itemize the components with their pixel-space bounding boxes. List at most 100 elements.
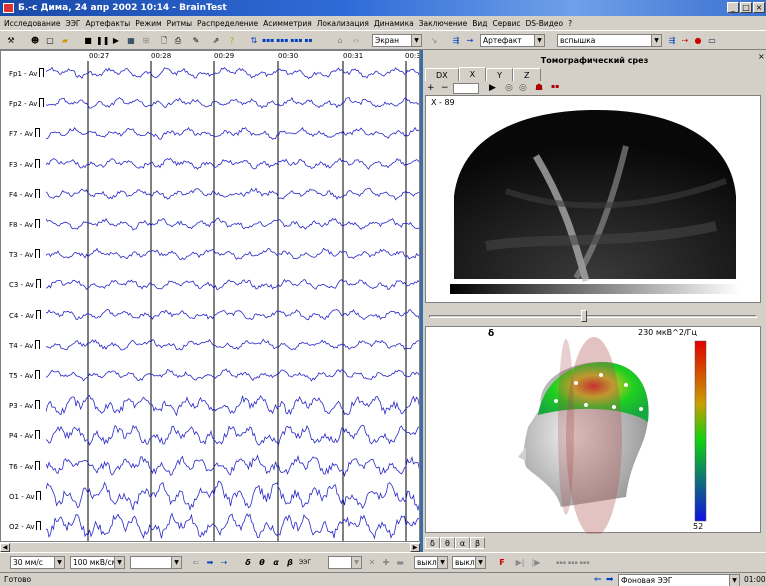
channel-label[interactable]: T4 - Av (9, 339, 41, 350)
zoom-in-icon[interactable]: + (427, 83, 435, 93)
slider-thumb[interactable] (581, 310, 587, 322)
stop-icon[interactable]: ■ (84, 36, 92, 45)
theta-button[interactable]: θ (259, 558, 265, 567)
panel-close-icon[interactable]: × (758, 52, 765, 61)
artifact-combo[interactable]: Артефакт ▼ (480, 34, 545, 47)
chevron-down-icon[interactable]: ▼ (171, 557, 181, 568)
sensitivity-combo[interactable]: 100 мкВ/см ▼ (70, 556, 125, 569)
record-icon[interactable]: ● (694, 36, 702, 45)
channel-label[interactable]: F7 - Av (9, 128, 40, 138)
menu-ds-video[interactable]: DS-Видео (525, 18, 564, 28)
next-record-icon[interactable]: ➡ (606, 575, 614, 585)
help-icon[interactable]: ? (229, 36, 235, 45)
tab-y[interactable]: Y (486, 68, 514, 81)
eeg-trace-panel[interactable]: Fp1 - Av Fp2 - Av F7 - Av F3 - Av F4 - Av F8 … (0, 50, 420, 542)
zoom-out-icon[interactable]: − (441, 83, 449, 93)
menu-conclusion[interactable]: Заключение (418, 18, 468, 28)
maximize-button[interactable]: □ (740, 2, 752, 13)
off-combo-2[interactable]: выкл ▼ (452, 556, 486, 569)
menu-view[interactable]: Вид (472, 18, 488, 28)
tool-icon[interactable]: ⚒ (7, 36, 15, 45)
alpha-button[interactable]: α (273, 558, 279, 567)
chevron-down-icon[interactable]: ▼ (114, 557, 124, 568)
play-icon[interactable]: ▶ (112, 36, 120, 45)
channel-label[interactable]: F3 - Av (9, 158, 40, 169)
channel-label[interactable]: Fp1 - Av (9, 68, 45, 78)
empty-combo[interactable]: ▼ (130, 556, 182, 569)
open-patient-icon[interactable]: ☻ (30, 36, 40, 45)
rotate-right-icon[interactable]: ◎ (519, 83, 527, 93)
eeg-button[interactable]: ЭЭГ (298, 559, 312, 566)
slice-slider[interactable] (425, 306, 761, 326)
speed-combo[interactable]: 30 мм/с ▼ (10, 556, 65, 569)
record-combo[interactable]: Фоновая ЭЭГ ▼ (618, 574, 740, 586)
menu-localization[interactable]: Локализация (316, 18, 369, 28)
chevron-down-icon[interactable]: ▼ (534, 35, 544, 46)
table-icon[interactable]: ⊞ (142, 36, 150, 45)
tab-delta[interactable]: δ (425, 537, 440, 549)
channel-label[interactable]: P4 - Av (9, 430, 41, 440)
chevron-down-icon[interactable]: ▼ (729, 575, 739, 586)
channel-label[interactable]: P3 - Av (9, 400, 41, 410)
menu-dynamics[interactable]: Динамика (373, 18, 414, 28)
menu-service[interactable]: Сервис (492, 18, 521, 28)
monitor-icon[interactable]: ▭ (708, 36, 716, 45)
chevron-down-icon[interactable]: ▼ (54, 557, 64, 568)
filter-buttons-icon[interactable]: ▪▪▪ ▪▪▪ ▪▪▪ ▪▪ (262, 37, 313, 44)
menu-research[interactable]: Исследование (4, 18, 61, 28)
montage-icon[interactable]: ⇅ (250, 36, 258, 45)
channel-label[interactable]: Fp2 - Av (9, 98, 45, 108)
channel-label[interactable]: C4 - Av (9, 309, 41, 320)
forward-icon[interactable]: ➡ (206, 558, 214, 567)
rotate-left-icon[interactable]: ◎ (505, 83, 513, 93)
wave-icon[interactable]: ⇝ (466, 36, 474, 45)
close-button[interactable]: × (753, 2, 765, 13)
horizontal-scrollbar[interactable]: ◀ ▶ (0, 542, 420, 552)
preview-icon[interactable]: 🗋 (160, 36, 168, 45)
head-map-view[interactable]: δ 230 мкВ^2/Гц 52 (425, 326, 761, 534)
tab-beta[interactable]: β (470, 537, 485, 549)
menu-rhythms[interactable]: Ритмы (166, 18, 193, 28)
channel-label[interactable]: O2 - Av (9, 521, 42, 531)
play-icon[interactable]: ▶ (489, 83, 496, 93)
level-combo[interactable] (453, 83, 479, 94)
menu-artifacts[interactable]: Артефакты (85, 18, 131, 28)
tomographic-slice-view[interactable]: X - 89 (425, 95, 761, 303)
tab-x[interactable]: X (458, 67, 487, 81)
menu-help[interactable]: ? (568, 18, 573, 28)
chevron-down-icon[interactable]: ▼ (437, 557, 447, 568)
mark-icon[interactable]: ⇢ (681, 36, 689, 45)
pause-icon[interactable]: ❚❚ (96, 36, 110, 45)
channel-label[interactable]: C3 - Av (9, 279, 41, 289)
chevron-down-icon[interactable]: ▼ (651, 35, 661, 46)
tab-alpha[interactable]: α (455, 537, 470, 549)
new-file-icon[interactable]: ▢ (46, 36, 54, 45)
grid-icon[interactable]: ▦ (127, 36, 135, 45)
head-icon[interactable]: ☗ (535, 83, 544, 93)
prev-record-icon[interactable]: ⇐ (594, 575, 602, 585)
channel-label[interactable]: T6 - Av (9, 460, 41, 471)
menu-eeg[interactable]: ЭЭГ (65, 18, 81, 28)
chevron-down-icon[interactable]: ▼ (411, 35, 421, 46)
tab-theta[interactable]: θ (440, 537, 455, 549)
channel-label[interactable]: F4 - Av (9, 188, 40, 199)
scroll-left-icon[interactable]: ◀ (0, 543, 10, 552)
scroll-right-icon[interactable]: ▶ (410, 543, 420, 552)
back-icon[interactable]: ⇐ (192, 558, 200, 567)
menu-distribution[interactable]: Распределение (197, 18, 259, 28)
color-icon[interactable]: ▪▪ (551, 83, 560, 90)
chevron-down-icon[interactable]: ▼ (475, 557, 485, 568)
channel-icon[interactable]: ⇶ (452, 36, 460, 45)
step-icon[interactable]: ⇢ (220, 558, 228, 567)
open-folder-icon[interactable]: ▰ (61, 36, 69, 45)
marker-icon[interactable]: ⌂ (337, 36, 343, 45)
export-icon[interactable]: ⇗ (212, 36, 220, 45)
channel-label[interactable]: O1 - Av (9, 490, 42, 501)
event-combo[interactable]: вспышка ▼ (557, 34, 662, 47)
menu-asymmetry[interactable]: Асимметрия (263, 18, 312, 28)
app-icon[interactable] (3, 3, 14, 13)
print-icon[interactable]: ⎙ (174, 36, 182, 45)
screen-combo[interactable]: Экран ▼ (372, 34, 422, 47)
delta-button[interactable]: δ (245, 558, 251, 567)
channel-label[interactable]: T3 - Av (9, 249, 41, 259)
